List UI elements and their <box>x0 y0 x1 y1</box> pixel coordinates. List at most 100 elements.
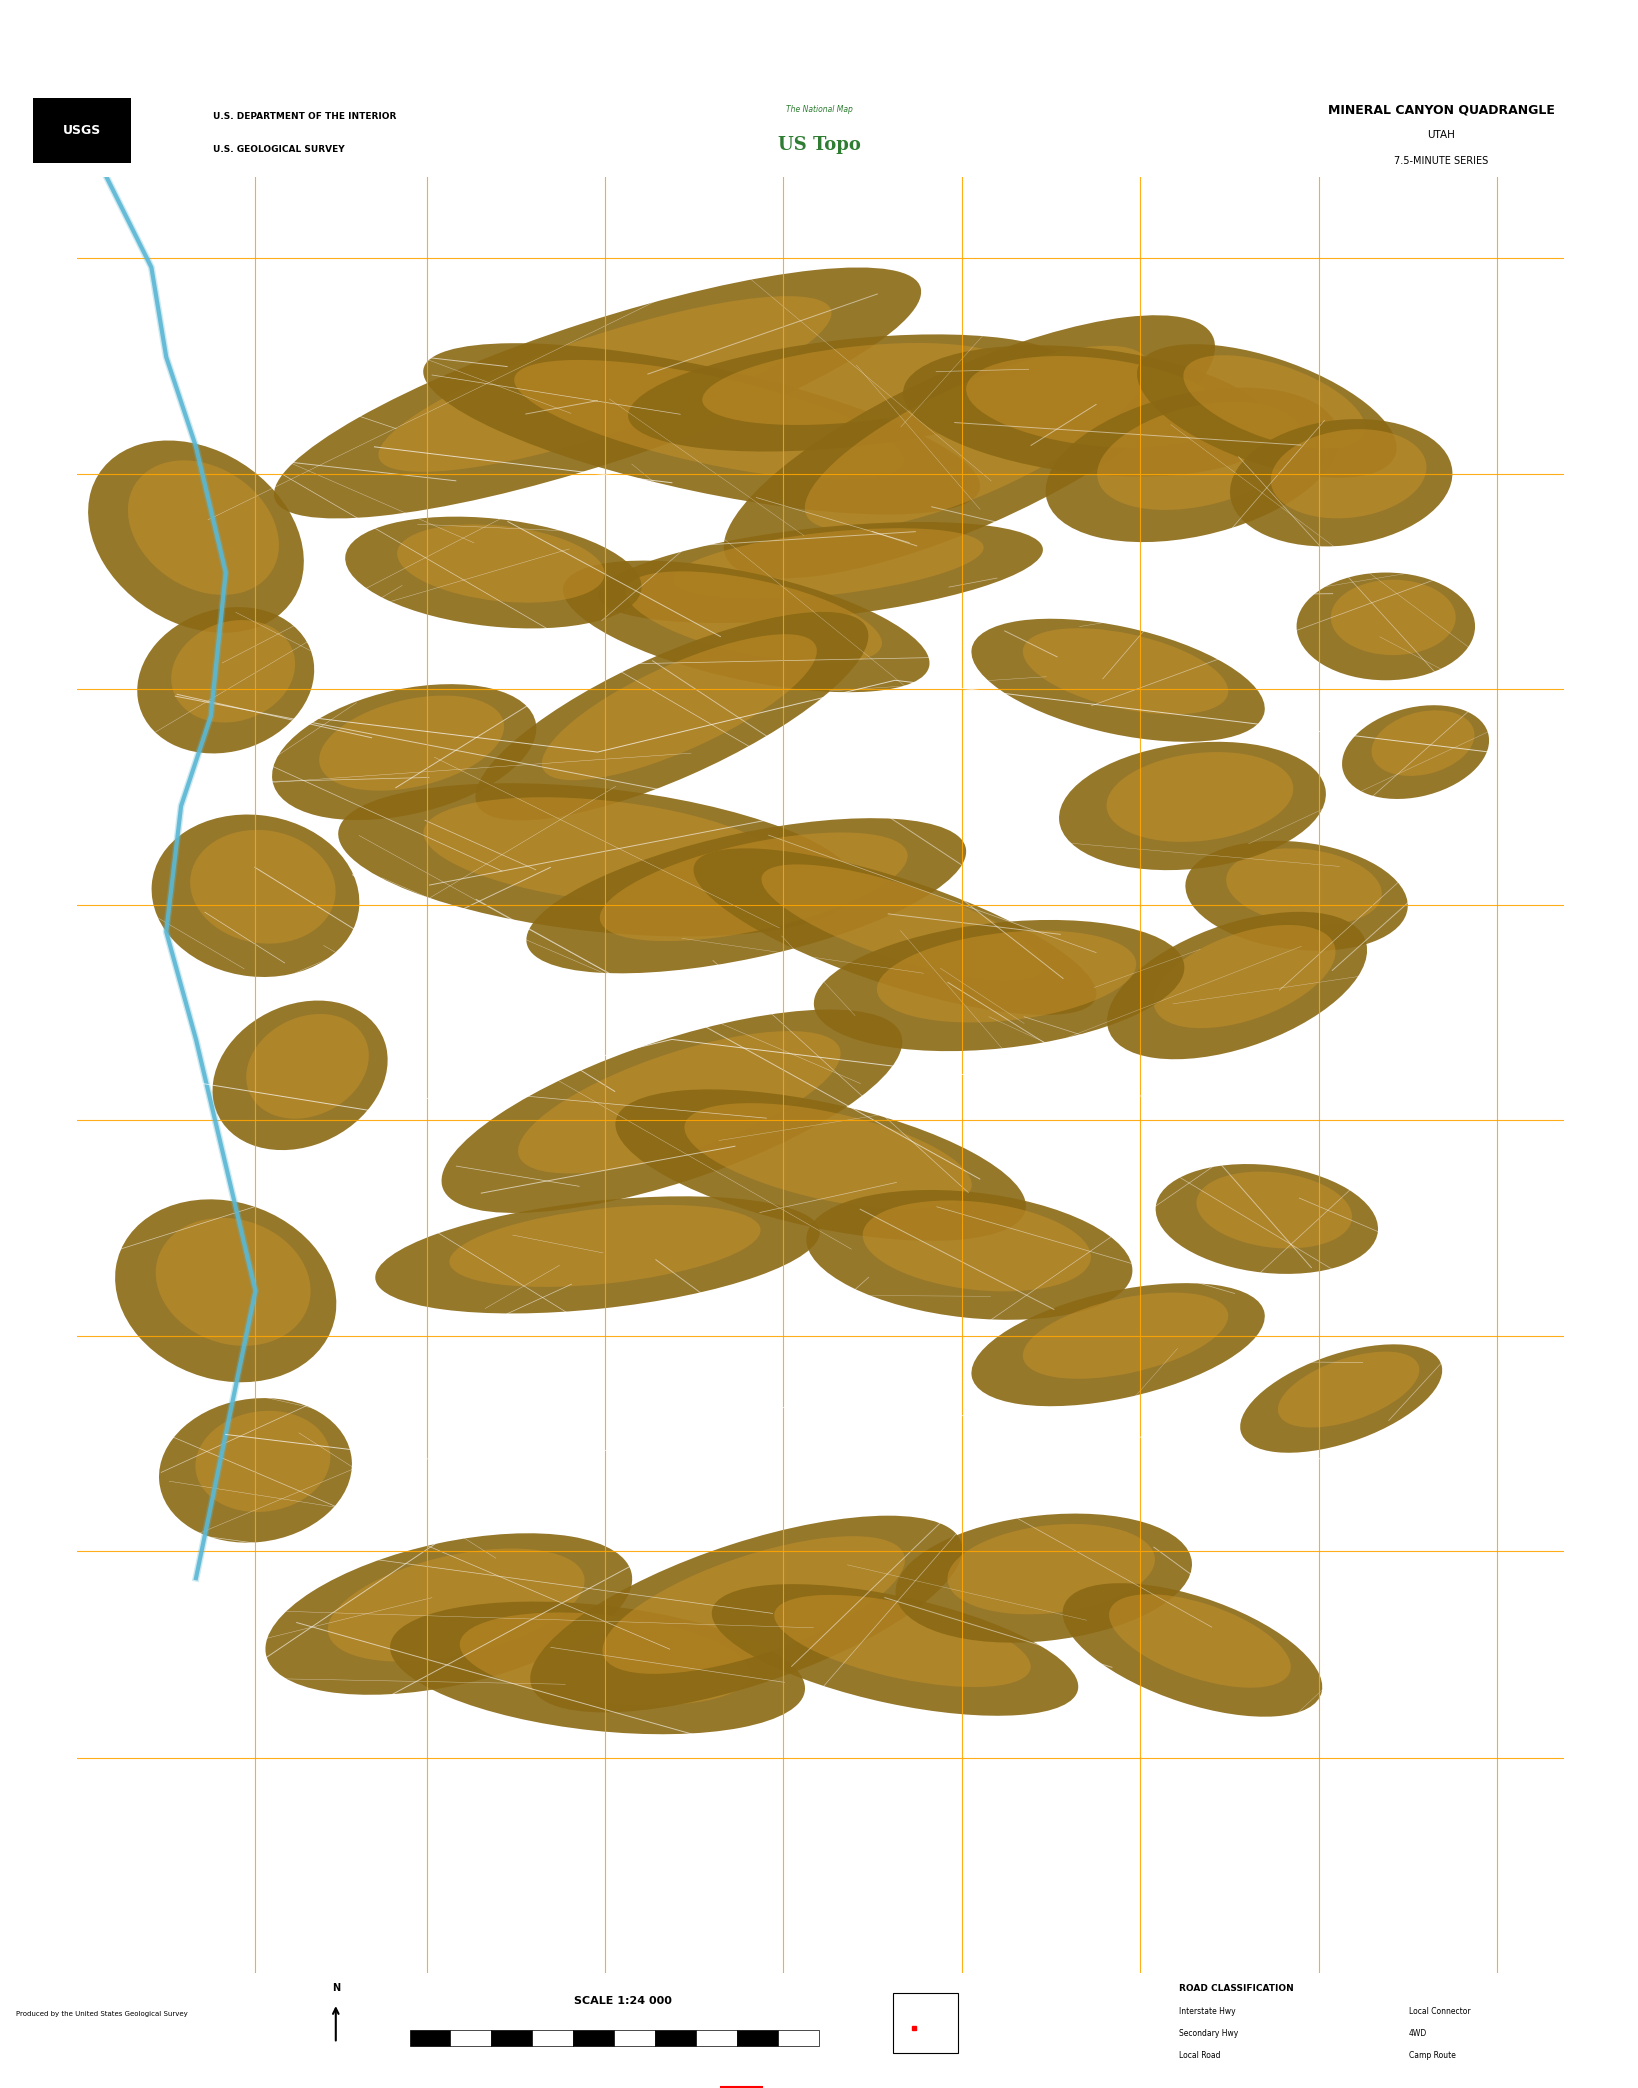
Bar <box>532 2030 573 2046</box>
Ellipse shape <box>337 783 857 935</box>
Bar <box>655 2030 696 2046</box>
Ellipse shape <box>1156 1163 1378 1274</box>
Ellipse shape <box>804 347 1148 530</box>
Ellipse shape <box>1137 345 1397 478</box>
Ellipse shape <box>1107 912 1368 1059</box>
Ellipse shape <box>378 296 832 472</box>
Ellipse shape <box>172 620 295 722</box>
Ellipse shape <box>971 1284 1265 1405</box>
Ellipse shape <box>475 612 868 821</box>
Ellipse shape <box>138 608 314 754</box>
Bar <box>33 98 131 163</box>
Bar <box>893 1994 958 2053</box>
Ellipse shape <box>673 528 984 599</box>
Text: Camp Route: Camp Route <box>1409 2050 1456 2061</box>
Ellipse shape <box>460 1612 750 1706</box>
Bar <box>614 2030 655 2046</box>
Ellipse shape <box>1371 710 1474 777</box>
Ellipse shape <box>724 315 1215 578</box>
Ellipse shape <box>971 618 1265 741</box>
Text: UTAH: UTAH <box>1427 129 1456 140</box>
Ellipse shape <box>1271 430 1427 518</box>
Ellipse shape <box>616 1090 1025 1240</box>
Text: 7.5-MINUTE SERIES: 7.5-MINUTE SERIES <box>1394 157 1489 165</box>
Ellipse shape <box>1196 1171 1351 1249</box>
Ellipse shape <box>1022 628 1228 714</box>
Ellipse shape <box>1153 925 1335 1027</box>
Text: Produced by the United States Geological Survey: Produced by the United States Geological… <box>16 2011 188 2017</box>
Ellipse shape <box>442 1009 903 1213</box>
Bar <box>410 2030 450 2046</box>
Text: Secondary Hwy: Secondary Hwy <box>1179 2030 1238 2038</box>
Bar <box>491 2030 532 2046</box>
Ellipse shape <box>703 342 1014 426</box>
Ellipse shape <box>526 818 966 973</box>
Ellipse shape <box>424 798 786 904</box>
Ellipse shape <box>518 1031 840 1173</box>
Bar <box>450 2030 491 2046</box>
Ellipse shape <box>713 1585 1078 1716</box>
Ellipse shape <box>563 560 929 693</box>
Ellipse shape <box>1297 572 1476 681</box>
Ellipse shape <box>274 267 921 518</box>
Ellipse shape <box>375 1196 821 1313</box>
Text: Local Road: Local Road <box>1179 2050 1220 2061</box>
Ellipse shape <box>1342 706 1489 800</box>
Ellipse shape <box>159 1399 352 1543</box>
Ellipse shape <box>762 864 1043 981</box>
Ellipse shape <box>531 1516 962 1712</box>
Ellipse shape <box>152 814 359 977</box>
Ellipse shape <box>265 1533 632 1695</box>
Ellipse shape <box>88 441 303 633</box>
Ellipse shape <box>514 359 904 480</box>
Ellipse shape <box>1240 1345 1441 1453</box>
Ellipse shape <box>396 524 604 603</box>
Ellipse shape <box>1230 420 1453 547</box>
Ellipse shape <box>346 516 642 628</box>
Ellipse shape <box>1227 848 1382 925</box>
Text: U.S. GEOLOGICAL SURVEY: U.S. GEOLOGICAL SURVEY <box>213 144 344 155</box>
Text: N: N <box>333 1984 339 1994</box>
Ellipse shape <box>1278 1351 1420 1428</box>
Ellipse shape <box>903 345 1274 476</box>
Ellipse shape <box>1107 752 1294 841</box>
Ellipse shape <box>1060 741 1325 871</box>
Ellipse shape <box>423 342 980 514</box>
Text: ROAD CLASSIFICATION: ROAD CLASSIFICATION <box>1179 1984 1294 1992</box>
Ellipse shape <box>115 1199 336 1382</box>
Ellipse shape <box>542 635 817 781</box>
Ellipse shape <box>1183 355 1364 449</box>
Ellipse shape <box>896 1514 1192 1643</box>
Text: US Topo: US Topo <box>778 136 860 155</box>
Text: Interstate Hwy: Interstate Hwy <box>1179 2007 1237 2015</box>
Ellipse shape <box>1097 401 1302 509</box>
Text: MINERAL CANYON QUADRANGLE: MINERAL CANYON QUADRANGLE <box>1328 102 1554 117</box>
Bar <box>778 2030 819 2046</box>
Ellipse shape <box>876 931 1137 1023</box>
Ellipse shape <box>1045 388 1340 543</box>
Ellipse shape <box>1063 1583 1322 1716</box>
Ellipse shape <box>685 1102 971 1209</box>
Bar <box>573 2030 614 2046</box>
Ellipse shape <box>449 1205 760 1286</box>
Ellipse shape <box>1109 1595 1291 1687</box>
Ellipse shape <box>272 685 536 821</box>
Ellipse shape <box>319 695 505 791</box>
Ellipse shape <box>966 357 1225 447</box>
Ellipse shape <box>1186 841 1407 950</box>
Text: U.S. DEPARTMENT OF THE INTERIOR: U.S. DEPARTMENT OF THE INTERIOR <box>213 113 396 121</box>
Bar <box>737 2030 778 2046</box>
Ellipse shape <box>246 1015 369 1119</box>
Ellipse shape <box>806 1190 1132 1320</box>
Text: SCALE 1:24 000: SCALE 1:24 000 <box>573 1996 672 2007</box>
Text: Local Connector: Local Connector <box>1409 2007 1471 2015</box>
Ellipse shape <box>775 1595 1030 1687</box>
Ellipse shape <box>947 1524 1155 1614</box>
Ellipse shape <box>863 1201 1091 1290</box>
Text: 4WD: 4WD <box>1409 2030 1427 2038</box>
Ellipse shape <box>190 829 336 944</box>
Ellipse shape <box>195 1411 331 1512</box>
Text: The National Map: The National Map <box>786 104 852 115</box>
Ellipse shape <box>600 833 907 942</box>
Ellipse shape <box>603 1537 904 1675</box>
